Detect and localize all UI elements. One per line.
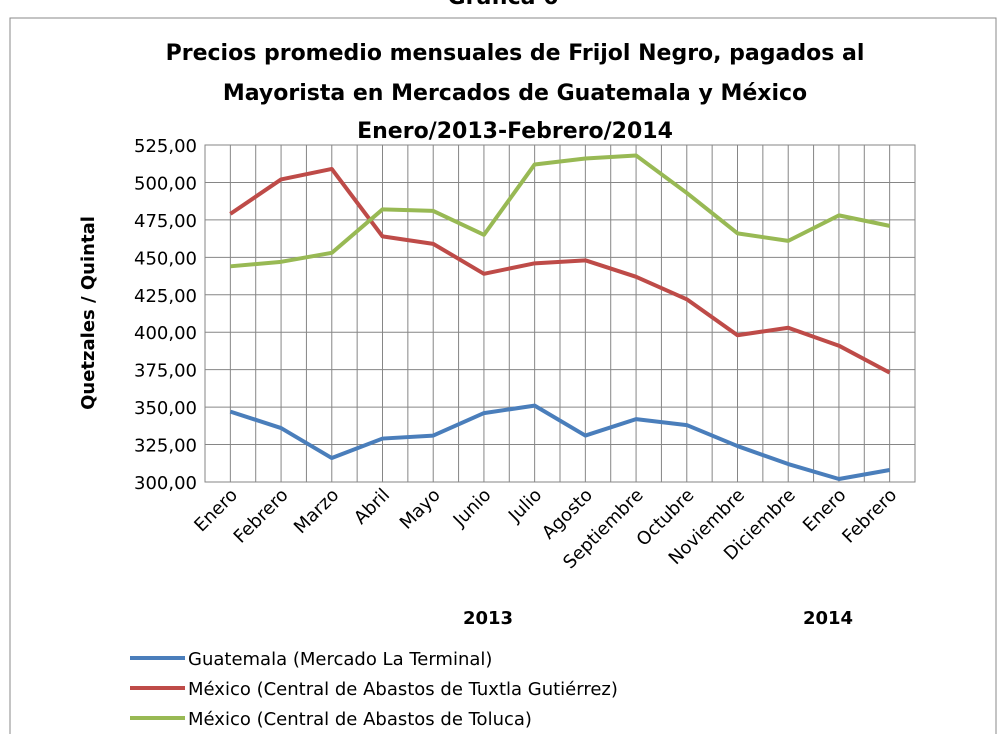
y-tick-label: 400,00 bbox=[134, 323, 197, 344]
legend-label: Guatemala (Mercado La Terminal) bbox=[188, 649, 492, 670]
chart-title: Precios promedio mensuales de Frijol Neg… bbox=[166, 41, 865, 66]
y-tick-label: 525,00 bbox=[134, 136, 197, 157]
y-tick-label: 375,00 bbox=[134, 361, 197, 382]
top-label: Gráfica 6 bbox=[448, 0, 559, 10]
y-tick-label: 325,00 bbox=[134, 436, 197, 457]
y-tick-label: 475,00 bbox=[134, 211, 197, 232]
series-line bbox=[229, 166, 891, 375]
series-line bbox=[230, 153, 891, 269]
y-tick-label: 300,00 bbox=[134, 473, 197, 494]
y-tick-label: 425,00 bbox=[134, 286, 197, 307]
year-label: 2014 bbox=[803, 608, 853, 629]
chart-border bbox=[9, 17, 997, 738]
y-tick-label: 450,00 bbox=[134, 248, 197, 269]
legend-label: México (Central de Abastos de Tuxtla Gut… bbox=[188, 679, 618, 700]
plot-border bbox=[204, 144, 916, 483]
y-tick-label: 500,00 bbox=[134, 173, 197, 194]
chart-title: Enero/2013-Febrero/2014 bbox=[357, 119, 673, 144]
y-axis-title: Quetzales / Quintal bbox=[78, 216, 99, 410]
legend-label: México (Central de Abastos de Toluca) bbox=[188, 709, 532, 730]
year-label: 2013 bbox=[463, 608, 513, 629]
y-tick-label: 350,00 bbox=[134, 398, 197, 419]
series-line bbox=[229, 403, 890, 482]
chart-title: Mayorista en Mercados de Guatemala y Méx… bbox=[223, 81, 807, 106]
